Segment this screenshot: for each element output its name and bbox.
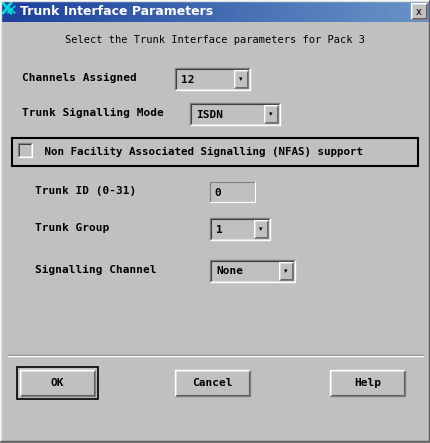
- Bar: [175, 68, 249, 90]
- Bar: [394, 0, 402, 22]
- Text: ▾: ▾: [284, 268, 287, 275]
- Bar: [108, 0, 116, 22]
- Bar: [136, 0, 144, 22]
- Text: Cancel: Cancel: [192, 378, 232, 389]
- Text: ▾: ▾: [269, 112, 272, 117]
- Text: ▾: ▾: [259, 226, 262, 233]
- Text: Trunk ID (0-31): Trunk ID (0-31): [35, 186, 136, 196]
- Bar: [64, 0, 73, 22]
- Bar: [0, 0, 8, 22]
- Bar: [17, 367, 98, 399]
- Text: Trunk Signalling Mode: Trunk Signalling Mode: [22, 108, 163, 118]
- Bar: [72, 0, 80, 22]
- Bar: [410, 3, 426, 19]
- Bar: [387, 0, 395, 22]
- Text: /: /: [5, 4, 9, 14]
- Bar: [315, 0, 323, 22]
- Bar: [280, 0, 288, 22]
- Text: Trunk Group: Trunk Group: [35, 223, 109, 233]
- Bar: [337, 0, 345, 22]
- Bar: [43, 0, 51, 22]
- Bar: [294, 0, 302, 22]
- Bar: [150, 0, 159, 22]
- Bar: [308, 0, 316, 22]
- Bar: [278, 262, 292, 280]
- Bar: [264, 105, 277, 123]
- Text: 1: 1: [215, 225, 222, 234]
- Text: 12: 12: [181, 74, 194, 85]
- Bar: [18, 143, 32, 157]
- Bar: [190, 103, 280, 125]
- Bar: [50, 0, 58, 22]
- Bar: [158, 0, 166, 22]
- Bar: [20, 370, 95, 396]
- Bar: [201, 0, 209, 22]
- Bar: [229, 0, 237, 22]
- Bar: [186, 0, 194, 22]
- Bar: [209, 182, 255, 202]
- Bar: [36, 0, 44, 22]
- Bar: [358, 0, 366, 22]
- Bar: [416, 0, 424, 22]
- Text: OK: OK: [51, 378, 64, 389]
- Text: Trunk Interface Parameters: Trunk Interface Parameters: [20, 5, 212, 18]
- Bar: [373, 0, 381, 22]
- Bar: [209, 218, 269, 240]
- Bar: [329, 370, 404, 396]
- Text: ISDN: ISDN: [196, 109, 222, 120]
- Bar: [258, 0, 266, 22]
- Bar: [208, 0, 216, 22]
- Bar: [115, 0, 123, 22]
- Bar: [301, 0, 309, 22]
- Text: Help: Help: [353, 378, 380, 389]
- Bar: [175, 370, 249, 396]
- Bar: [122, 0, 130, 22]
- Bar: [79, 0, 87, 22]
- Bar: [237, 0, 245, 22]
- Bar: [272, 0, 280, 22]
- Text: None: None: [215, 267, 243, 276]
- Bar: [209, 260, 294, 282]
- Bar: [251, 0, 259, 22]
- Text: Channels Assigned: Channels Assigned: [22, 73, 136, 83]
- Bar: [344, 0, 352, 22]
- Bar: [222, 0, 230, 22]
- Bar: [100, 0, 108, 22]
- Bar: [165, 0, 173, 22]
- Bar: [265, 0, 273, 22]
- Bar: [86, 0, 94, 22]
- Bar: [129, 0, 137, 22]
- Text: Non Facility Associated Signalling (NFAS) support: Non Facility Associated Signalling (NFAS…: [38, 147, 362, 157]
- Bar: [233, 70, 247, 88]
- Bar: [57, 0, 65, 22]
- Bar: [408, 0, 417, 22]
- Bar: [215, 0, 223, 22]
- Text: Select the Trunk Interface parameters for Pack 3: Select the Trunk Interface parameters fo…: [65, 35, 365, 45]
- Bar: [287, 0, 295, 22]
- Bar: [194, 0, 202, 22]
- Bar: [143, 0, 151, 22]
- Bar: [93, 0, 101, 22]
- Bar: [330, 0, 338, 22]
- Bar: [322, 0, 331, 22]
- Bar: [423, 0, 430, 22]
- Bar: [172, 0, 180, 22]
- Bar: [179, 0, 187, 22]
- Text: 0: 0: [214, 187, 220, 198]
- Bar: [366, 0, 374, 22]
- Text: ▾: ▾: [239, 77, 242, 82]
- Bar: [22, 0, 30, 22]
- Bar: [7, 0, 15, 22]
- Bar: [380, 0, 388, 22]
- Bar: [12, 138, 417, 166]
- Bar: [351, 0, 359, 22]
- Text: ✕: ✕: [4, 4, 17, 19]
- Bar: [253, 220, 267, 238]
- Text: Signalling Channel: Signalling Channel: [35, 265, 156, 275]
- Bar: [401, 0, 409, 22]
- Bar: [244, 0, 252, 22]
- Bar: [29, 0, 37, 22]
- Text: x: x: [415, 7, 421, 16]
- Bar: [14, 0, 22, 22]
